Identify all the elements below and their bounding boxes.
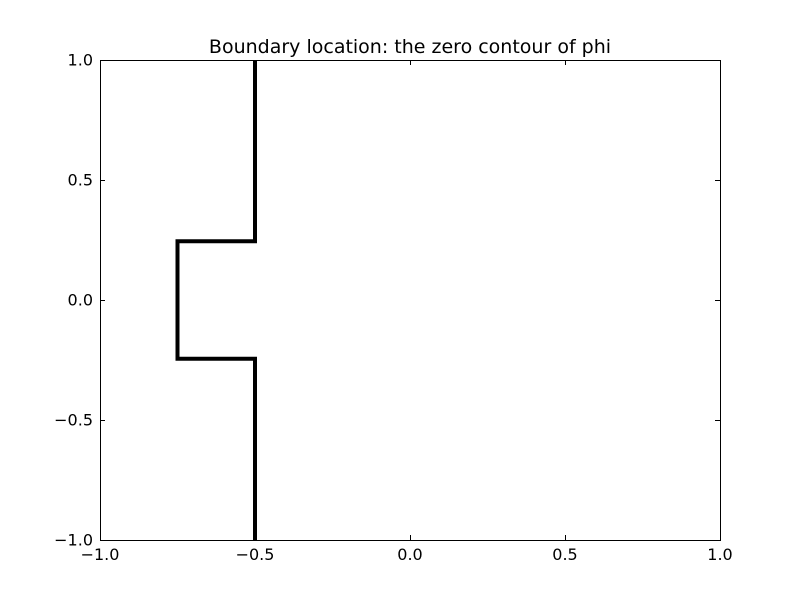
series-line-1 xyxy=(175,60,257,540)
axes-ticks: −1.0 −0.5 0.0 0.5 1.0 −1.0 −0.5 0.0 0.5 1.0 xyxy=(54,51,733,565)
x-tick-label: 0.0 xyxy=(397,545,422,564)
axes-frame xyxy=(100,60,721,541)
y-tick-label: −0.5 xyxy=(54,411,93,430)
x-tick-label: −0.5 xyxy=(236,545,275,564)
y-tick-label: 1.0 xyxy=(68,51,93,70)
x-tick-label: 1.0 xyxy=(707,545,732,564)
y-tick-label: 0.0 xyxy=(68,291,93,310)
y-tick-label: 0.5 xyxy=(68,171,93,190)
x-tick-label: 0.5 xyxy=(552,545,577,564)
plot-area xyxy=(175,60,257,540)
x-tick-label: −1.0 xyxy=(81,545,120,564)
y-tick-label: −1.0 xyxy=(54,531,93,550)
chart-title: Boundary location: the zero contour of p… xyxy=(209,36,611,58)
